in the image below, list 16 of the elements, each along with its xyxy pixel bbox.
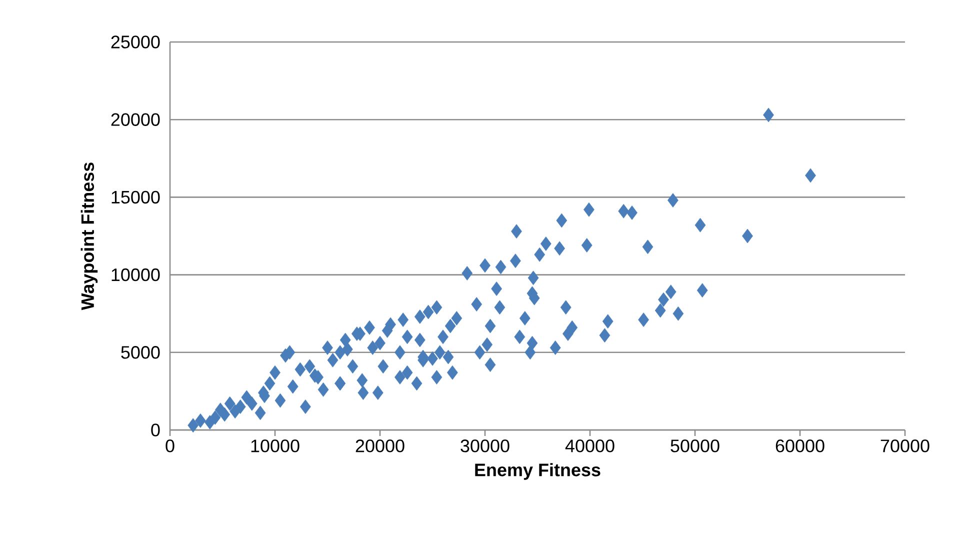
x-tick-label: 50000 xyxy=(670,440,720,452)
x-tick-label: 60000 xyxy=(776,440,824,452)
x-tick-label: 0 xyxy=(166,440,174,452)
x-tick-label: 10000 xyxy=(251,440,300,452)
y-tick-label: 5000 xyxy=(121,346,160,359)
x-tick-label: 70000 xyxy=(880,440,930,452)
y-tick-label: 10000 xyxy=(112,268,160,282)
y-tick-label: 20000 xyxy=(111,113,160,126)
y-tick-label: 0 xyxy=(151,424,160,436)
y-tick-label: 15000 xyxy=(112,190,160,204)
y-axis-title: Waypoint Fitness xyxy=(80,162,98,310)
x-tick-label: 30000 xyxy=(460,440,510,452)
x-axis-title: Enemy Fitness xyxy=(475,463,600,480)
x-tick-label: 40000 xyxy=(565,440,614,452)
y-tick-label: 25000 xyxy=(111,36,160,48)
x-tick-label: 20000 xyxy=(356,440,404,452)
